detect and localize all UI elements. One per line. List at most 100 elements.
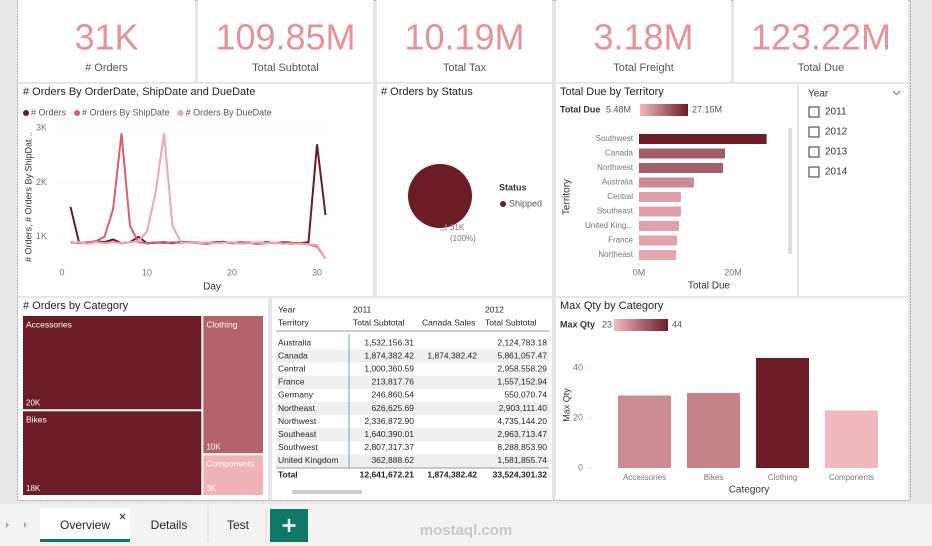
bar bbox=[639, 250, 677, 260]
data-label: 31K bbox=[450, 223, 465, 232]
tile-value: 20K bbox=[26, 398, 41, 407]
treemap-tile bbox=[23, 316, 202, 410]
kpi-value: 3.18M bbox=[593, 17, 693, 58]
row-header: Central bbox=[278, 363, 306, 373]
x-axis-title: Category bbox=[729, 485, 770, 496]
legend-max: 27.15M bbox=[692, 104, 722, 114]
y-tick-label: 3K bbox=[36, 122, 47, 132]
row-header: Southwest bbox=[278, 442, 318, 452]
kpi-label: Total Due bbox=[798, 62, 844, 74]
bar bbox=[639, 177, 694, 188]
leader-line bbox=[440, 224, 447, 231]
cell: 2,963,713.47 bbox=[497, 429, 547, 439]
legend-label: # Orders By DueDate bbox=[186, 107, 272, 117]
checkbox[interactable] bbox=[808, 146, 820, 158]
legend-min: 5.48M bbox=[606, 104, 631, 114]
cell: 1,000,360.59 bbox=[364, 363, 414, 373]
row-header: Southeast bbox=[278, 429, 317, 439]
row-band bbox=[276, 402, 549, 416]
panel-title: # Orders By OrderDate, ShipDate and DueD… bbox=[23, 86, 255, 98]
y-tick-label: 40 bbox=[573, 362, 583, 372]
tile-value: 10K bbox=[206, 442, 221, 451]
bar bbox=[639, 192, 681, 202]
treemap-tile bbox=[203, 455, 263, 495]
column-year: 2012 bbox=[485, 304, 504, 314]
bar bbox=[639, 134, 767, 144]
panel-title: # Orders by Status bbox=[381, 86, 473, 98]
page-tab[interactable]: Overview bbox=[60, 518, 110, 532]
legend-marker bbox=[177, 110, 184, 116]
cell: 1,557,152.94 bbox=[497, 377, 547, 387]
slicer-option: 2012 bbox=[825, 127, 848, 138]
total-cell: 12,641,672.21 bbox=[360, 469, 415, 479]
bar bbox=[639, 163, 724, 173]
kpi-value: 123.22M bbox=[751, 17, 891, 58]
cell: 2,903,111.40 bbox=[499, 403, 548, 413]
column-measure: Total Subtotal bbox=[353, 317, 405, 327]
row-header: Canada bbox=[278, 350, 308, 360]
row-header: France bbox=[278, 377, 305, 387]
total-label: Total bbox=[278, 469, 298, 479]
total-cell: 33,524,301.32 bbox=[493, 469, 548, 479]
color-legend bbox=[640, 104, 688, 116]
legend-title: Max Qty bbox=[560, 319, 595, 329]
tab-active[interactable] bbox=[40, 508, 130, 542]
territory-panel bbox=[556, 84, 797, 296]
x-tick-label: 0 bbox=[59, 267, 64, 277]
x-tick-label: 0M bbox=[633, 267, 646, 277]
legend-title: Status bbox=[499, 182, 527, 192]
cell: 626,625.69 bbox=[371, 403, 414, 413]
y-tick-label: United King... bbox=[585, 221, 633, 230]
slicer-chevron bbox=[892, 90, 901, 96]
cell: 246,860.54 bbox=[371, 390, 414, 400]
row-header: Northeast bbox=[278, 403, 315, 413]
y-tick-label: Central bbox=[607, 192, 633, 201]
cell: 550,070.74 bbox=[504, 390, 547, 400]
cell: 1,581,855.74 bbox=[497, 455, 547, 465]
x-axis-title: Total Due bbox=[688, 281, 731, 292]
bar bbox=[639, 235, 678, 246]
page-tab[interactable]: Details bbox=[151, 518, 188, 532]
panel-title: Max Qty by Category bbox=[560, 300, 664, 312]
kpi-value: 109.85M bbox=[215, 17, 355, 58]
panel-title: Total Due by Territory bbox=[560, 86, 664, 98]
line-series bbox=[70, 133, 327, 260]
x-tick-label: Accessories bbox=[623, 473, 666, 482]
treemap-tile bbox=[23, 411, 202, 495]
x-tick-label: Components bbox=[829, 473, 874, 482]
checkbox[interactable] bbox=[808, 106, 820, 118]
bar bbox=[639, 148, 726, 159]
cell: 1,532,156.31 bbox=[364, 337, 414, 347]
legend-label: Shipped bbox=[509, 198, 542, 208]
y-tick-label: 1K bbox=[36, 231, 47, 241]
cell: 2,807,317.37 bbox=[364, 442, 414, 452]
x-tick-label: 10 bbox=[142, 267, 152, 277]
treemap-tile bbox=[203, 316, 263, 454]
cell: 213,817.76 bbox=[371, 377, 414, 387]
tile-value: 18K bbox=[26, 484, 41, 493]
row-band bbox=[276, 428, 549, 442]
row-header: United Kingdom bbox=[278, 455, 338, 465]
tab-close[interactable] bbox=[119, 513, 126, 520]
kpi-label: Total Tax bbox=[443, 62, 487, 74]
y-tick-label: Northeast bbox=[598, 250, 633, 259]
cell: 5,861,057.47 bbox=[497, 350, 547, 360]
y-tick-label: 0 bbox=[578, 462, 583, 472]
color-legend bbox=[614, 319, 668, 331]
page-tab[interactable]: Test bbox=[227, 518, 250, 532]
tab-active-underline bbox=[40, 539, 130, 542]
cell: 1,874,382.42 bbox=[427, 350, 477, 360]
cell: 8,288,853.90 bbox=[497, 442, 547, 452]
x-tick-label: Bikes bbox=[704, 473, 724, 482]
checkbox[interactable] bbox=[808, 126, 820, 138]
y-tick-label: 20 bbox=[573, 412, 583, 422]
y-tick-label: Northwest bbox=[597, 163, 634, 172]
slicer-option: 2014 bbox=[825, 167, 848, 178]
y-axis-title: Max Qty bbox=[561, 388, 571, 422]
y-tick-label: Southeast bbox=[597, 207, 634, 216]
checkbox[interactable] bbox=[808, 166, 820, 178]
tab-bar bbox=[0, 504, 932, 546]
scrollbar bbox=[788, 128, 792, 254]
bar bbox=[639, 221, 679, 231]
